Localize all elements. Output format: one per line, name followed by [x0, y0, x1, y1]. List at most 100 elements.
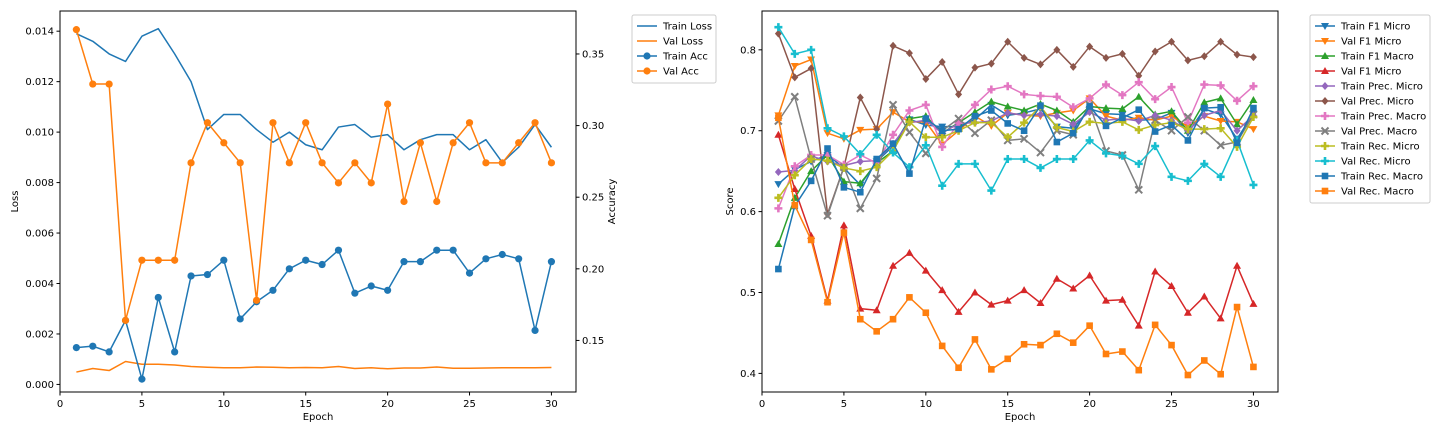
y2-tick-label: 0.25: [582, 193, 604, 204]
data-point-train-acc: [515, 255, 523, 263]
data-point-val-acc: [334, 179, 343, 187]
data-point-val-prec-micro: [1200, 52, 1208, 61]
data-point-val-prec-macro: [790, 92, 799, 101]
data-point-train-f1-macro: [774, 239, 783, 247]
y-tick-label: 0.006: [25, 229, 54, 240]
data-point-val-prec-micro: [1151, 47, 1159, 56]
data-point-val-prec-micro: [1069, 62, 1077, 71]
data-point-val-acc: [72, 26, 80, 34]
data-point-val-f1-micro: [1183, 308, 1192, 316]
data-point-val-prec-macro: [1183, 112, 1193, 122]
data-point-train-f1-macro: [1249, 95, 1258, 103]
series-line-val-f1-micro: [777, 58, 1254, 146]
data-point-train-prec-macro: [1036, 91, 1045, 100]
data-point-val-f1-micro: [1216, 314, 1225, 322]
data-point-train-acc: [416, 258, 424, 266]
data-point-train-acc: [105, 348, 113, 356]
plot-area: [72, 26, 556, 383]
series-line-train-loss: [76, 27, 553, 164]
legend-swatch-marker: [1320, 126, 1330, 136]
legend-item-train-acc: Train Acc: [637, 52, 708, 63]
data-point-train-f1-macro: [1052, 106, 1061, 114]
data-point-val-prec-macro: [905, 128, 914, 137]
data-point-train-rec-micro: [790, 171, 799, 180]
data-point-val-rec-macro: [889, 315, 897, 323]
data-point-val-prec-micro: [856, 93, 864, 102]
data-point-train-rec-macro: [955, 125, 962, 133]
data-point-val-acc: [121, 316, 130, 324]
data-point-val-rec-micro: [774, 23, 783, 32]
data-point-train-rec-micro: [856, 167, 865, 176]
series-line-val-loss: [76, 360, 552, 373]
data-point-val-rec-micro: [1167, 172, 1176, 181]
data-point-val-rec-micro: [1036, 163, 1045, 172]
data-point-val-rec-micro: [856, 150, 865, 159]
data-point-train-rec-macro: [824, 145, 831, 152]
data-point-val-acc: [105, 80, 113, 88]
series-line-train-prec-macro: [777, 81, 1254, 209]
x-axis-title: Epoch: [1005, 412, 1036, 423]
plot-area: [774, 23, 1258, 379]
data-point-val-prec-micro: [1118, 49, 1126, 58]
data-point-train-rec-macro: [1184, 137, 1192, 144]
data-point-val-rec-macro: [938, 342, 946, 350]
data-point-val-rec-micro: [1003, 155, 1012, 164]
data-point-val-rec-micro: [1069, 155, 1078, 164]
data-point-train-prec-macro: [1151, 95, 1160, 104]
x-tick-label: 25: [1165, 399, 1178, 410]
legend-label: Train F1 Micro: [1340, 22, 1410, 33]
legend-frame: [1309, 14, 1431, 204]
data-point-train-prec-macro: [1167, 83, 1176, 92]
y-axis-title: Score: [725, 187, 736, 215]
data-point-train-prec-macro: [987, 85, 996, 94]
y-axis-title: Loss: [10, 191, 21, 213]
data-point-train-f1-macro: [1200, 98, 1209, 106]
data-point-train-f1-macro: [1167, 107, 1176, 115]
legend-item-train-loss: Train Loss: [637, 22, 712, 33]
data-point-train-rec-micro: [938, 133, 947, 142]
data-point-val-prec-micro: [1184, 56, 1192, 65]
data-point-val-acc: [433, 197, 441, 206]
data-point-train-acc: [220, 256, 228, 264]
data-point-train-rec-macro: [1086, 103, 1093, 110]
data-point-val-rec-macro: [1151, 321, 1159, 329]
data-point-val-rec-micro: [1102, 149, 1110, 158]
legend-item-train-rec-micro: Train Rec. Micro: [1315, 142, 1420, 153]
legend-label: Val F1 Micro: [1341, 37, 1401, 48]
data-point-train-acc: [302, 256, 310, 264]
legend-swatch-marker: [1321, 172, 1329, 180]
data-point-val-f1-micro: [905, 248, 914, 256]
series-line-train-f1-macro: [777, 96, 1255, 245]
data-point-val-rec-macro: [1037, 341, 1044, 349]
data-point-val-prec-micro: [1086, 42, 1094, 51]
data-point-val-rec-macro: [922, 309, 930, 317]
data-point-train-acc: [187, 272, 195, 280]
y-tick-label: 0.014: [25, 27, 54, 38]
legend-label: Train Loss: [662, 22, 712, 33]
data-point-val-rec-micro: [1052, 155, 1061, 164]
data-point-val-rec-micro: [872, 130, 881, 139]
data-point-train-acc: [465, 269, 474, 277]
data-point-val-acc: [367, 179, 375, 187]
legend-item-train-f1-micro: Train F1 Micro: [1315, 22, 1410, 33]
data-point-train-rec-micro: [1085, 117, 1094, 126]
x-tick-label: 20: [1083, 399, 1096, 410]
data-point-train-rec-micro: [1183, 125, 1192, 134]
legend-swatch-marker: [643, 52, 651, 60]
y2-tick-label: 0.15: [582, 336, 604, 347]
x-tick-label: 5: [841, 399, 847, 410]
data-point-val-rec-micro: [954, 159, 963, 168]
legend-swatch-marker: [1321, 157, 1329, 165]
legend-item-val-acc: Val Acc: [637, 67, 699, 78]
data-point-train-rec-micro: [1020, 118, 1029, 127]
data-point-val-acc: [449, 139, 457, 147]
legend-item-val-prec-macro: Val Prec. Macro: [1315, 127, 1417, 138]
data-point-train-f1-micro: [774, 181, 783, 189]
y2-tick-label: 0.35: [582, 49, 604, 60]
data-point-val-rec-macro: [1086, 322, 1093, 329]
data-point-train-prec-micro: [1036, 110, 1044, 119]
data-point-val-acc: [236, 159, 244, 167]
data-point-train-prec-macro: [1102, 80, 1110, 89]
legend-label: Train Acc: [662, 52, 708, 63]
